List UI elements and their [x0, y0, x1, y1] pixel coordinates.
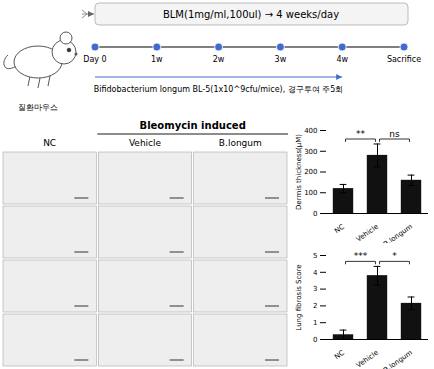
svg-text:4: 4: [313, 269, 318, 277]
svg-text:2w: 2w: [213, 55, 225, 64]
svg-text:***: ***: [354, 251, 368, 261]
svg-text:1w: 1w: [151, 55, 163, 64]
svg-text:BLM(1mg/ml,100ul) → 4 weeks/da: BLM(1mg/ml,100ul) → 4 weeks/day: [163, 9, 339, 20]
svg-text:Sacrifice: Sacrifice: [387, 55, 421, 64]
svg-text:Lung fibrosis Score: Lung fibrosis Score: [295, 264, 303, 330]
svg-text:0: 0: [313, 210, 317, 218]
svg-text:B.longum: B.longum: [382, 223, 414, 243]
svg-text:Vehicle: Vehicle: [355, 349, 380, 369]
svg-text:**: **: [356, 129, 366, 139]
svg-text:4w: 4w: [336, 55, 348, 64]
svg-text:B.longum: B.longum: [382, 349, 414, 369]
svg-text:질환마우스: 질환마우스: [18, 103, 58, 112]
svg-text:3: 3: [313, 285, 317, 293]
svg-text:NC: NC: [333, 223, 346, 235]
svg-text:*: *: [392, 251, 397, 261]
svg-text:200: 200: [304, 168, 317, 176]
svg-text:Bifidobacterium longum BL-5(1x: Bifidobacterium longum BL-5(1x10^9cfu/mi…: [94, 85, 344, 94]
svg-text:100: 100: [304, 189, 317, 197]
svg-text:NC: NC: [43, 138, 56, 148]
svg-text:2: 2: [313, 302, 317, 310]
svg-text:5: 5: [313, 252, 317, 260]
svg-text:ns: ns: [389, 129, 400, 139]
svg-text:Dermis thickness(μM): Dermis thickness(μM): [295, 134, 303, 210]
svg-text:0: 0: [313, 336, 317, 344]
svg-text:Vehicle: Vehicle: [355, 223, 380, 243]
svg-text:NC: NC: [333, 349, 346, 361]
svg-text:300: 300: [304, 147, 317, 155]
svg-text:3w: 3w: [275, 55, 287, 64]
svg-text:Vehicle: Vehicle: [129, 138, 162, 148]
svg-text:400: 400: [304, 127, 317, 135]
svg-text:Day 0: Day 0: [83, 55, 106, 64]
svg-text:Bleomycin induced: Bleomycin induced: [140, 120, 246, 131]
svg-text:1: 1: [313, 319, 317, 327]
svg-text:B.longum: B.longum: [219, 138, 262, 148]
